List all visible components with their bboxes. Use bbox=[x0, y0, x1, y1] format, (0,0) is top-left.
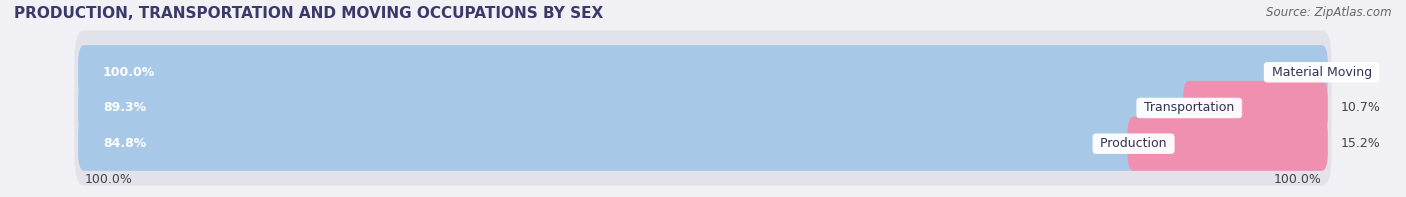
FancyBboxPatch shape bbox=[1182, 81, 1327, 135]
Text: 100.0%: 100.0% bbox=[103, 66, 155, 79]
FancyBboxPatch shape bbox=[79, 45, 1327, 99]
Text: 100.0%: 100.0% bbox=[1274, 173, 1322, 186]
Text: 10.7%: 10.7% bbox=[1340, 101, 1381, 114]
Text: 100.0%: 100.0% bbox=[84, 173, 132, 186]
Text: 89.3%: 89.3% bbox=[103, 101, 146, 114]
Text: Source: ZipAtlas.com: Source: ZipAtlas.com bbox=[1267, 6, 1392, 19]
FancyBboxPatch shape bbox=[79, 117, 1140, 171]
Text: PRODUCTION, TRANSPORTATION AND MOVING OCCUPATIONS BY SEX: PRODUCTION, TRANSPORTATION AND MOVING OC… bbox=[14, 6, 603, 21]
FancyBboxPatch shape bbox=[75, 30, 1331, 114]
Text: 84.8%: 84.8% bbox=[103, 137, 146, 150]
Text: Material Moving: Material Moving bbox=[1268, 66, 1375, 79]
FancyBboxPatch shape bbox=[75, 66, 1331, 150]
FancyBboxPatch shape bbox=[1128, 117, 1327, 171]
Text: 15.2%: 15.2% bbox=[1340, 137, 1379, 150]
FancyBboxPatch shape bbox=[79, 81, 1195, 135]
Text: Transportation: Transportation bbox=[1140, 101, 1239, 114]
Text: Production: Production bbox=[1097, 137, 1171, 150]
FancyBboxPatch shape bbox=[75, 102, 1331, 186]
